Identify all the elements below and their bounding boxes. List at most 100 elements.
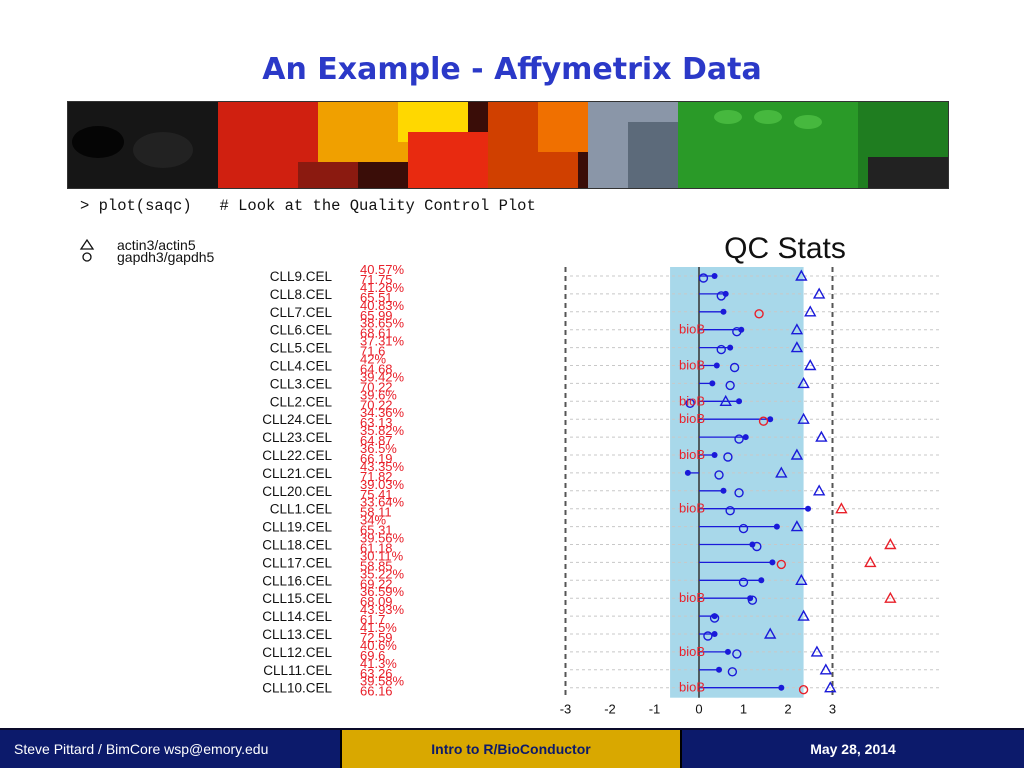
x-tick-label: 3 <box>829 702 836 715</box>
actin-ratio-point <box>795 269 808 281</box>
background-value: 72.59 <box>360 630 393 645</box>
background-value: 58.11 <box>360 505 392 520</box>
sample-label: CLL4.CEL <box>270 359 333 374</box>
slide-title: An Example - Affymetrix Data <box>262 52 762 87</box>
sample-label: CLL6.CEL <box>270 323 333 338</box>
actin-ratio-point <box>797 412 810 424</box>
background-value: 63.26 <box>360 666 393 681</box>
sample-label: CLL19.CEL <box>262 520 332 535</box>
scale-factor-dot <box>778 684 785 691</box>
sample-label: CLL12.CEL <box>262 645 332 660</box>
footer-date: May 28, 2014 <box>682 730 1024 768</box>
biob-flag-label: bioB <box>679 411 705 426</box>
actin-ratio-point <box>790 520 804 532</box>
gapdh-ratio-point <box>716 344 726 355</box>
sample-label: CLL9.CEL <box>270 269 333 284</box>
scale-factor-dot <box>742 434 749 441</box>
lego-banner-image <box>67 101 949 189</box>
x-tick-label: -3 <box>560 702 572 715</box>
gapdh-ratio-point <box>776 559 787 570</box>
present-call-pct: 33.64% <box>360 495 405 510</box>
legend-label: gapdh3/gapdh5 <box>117 249 215 265</box>
background-value: 64.87 <box>360 433 393 448</box>
biob-flag-label: bioB <box>679 447 705 462</box>
present-call-pct: 42% <box>360 352 386 367</box>
gapdh-ratio-point <box>716 291 726 301</box>
scale-factor-dot <box>684 469 691 476</box>
background-value: 70.22 <box>360 379 393 394</box>
actin-ratio-point <box>795 573 808 585</box>
legend-label: actin3/actin5 <box>117 237 196 253</box>
lego-bricks-illustration <box>68 102 948 188</box>
actin-ratio-point <box>810 645 824 657</box>
x-tick-label: 0 <box>695 702 702 715</box>
sample-label: CLL11.CEL <box>263 663 332 678</box>
sample-label: CLL7.CEL <box>270 305 333 320</box>
present-call-pct: 41.3% <box>360 656 397 671</box>
gapdh-ratio-point <box>698 273 709 283</box>
background-value: 65.99 <box>360 308 393 323</box>
present-call-pct: 43.35% <box>360 459 405 474</box>
scale-factor-dot <box>711 273 718 279</box>
present-call-pct: 39.03% <box>360 477 405 492</box>
gapdh-ratio-point <box>714 470 724 480</box>
actin-ratio-point <box>884 538 897 550</box>
background-value: 61.7 <box>360 612 385 627</box>
background-value: 65.31 <box>360 523 393 538</box>
background-value: 71.82 <box>360 469 393 484</box>
sample-label: CLL13.CEL <box>262 627 332 642</box>
background-value: 66.19 <box>360 451 393 466</box>
gapdh-ratio-point <box>738 523 749 534</box>
scale-factor-dot <box>773 523 780 530</box>
background-value: 66.16 <box>360 684 393 699</box>
gapdh-ratio-point <box>729 362 740 373</box>
present-call-pct: 34% <box>360 513 386 528</box>
background-value: 69.6 <box>360 648 385 663</box>
gapdh-ratio-point <box>732 649 742 659</box>
gapdh-ratio-point <box>725 380 735 391</box>
sample-label: CLL17.CEL <box>262 555 332 570</box>
actin-ratio-point <box>884 591 897 603</box>
biob-flag-label: bioB <box>679 644 705 659</box>
biob-flag-label: bioB <box>679 590 705 605</box>
gapdh-ratio-point <box>798 685 809 695</box>
present-call-pct: 43.93% <box>360 602 405 617</box>
actin-ratio-point <box>764 627 777 639</box>
sample-label: CLL16.CEL <box>262 573 332 588</box>
actin-ratio-point <box>835 502 848 514</box>
present-call-pct: 39.56% <box>360 531 405 546</box>
present-call-pct: 38.65% <box>360 316 405 331</box>
x-tick-label: -1 <box>649 702 661 715</box>
actin-ratio-point <box>804 359 817 371</box>
scale-factor-dot <box>727 344 734 351</box>
sample-label: CLL18.CEL <box>262 538 332 553</box>
background-value: 75.41 <box>360 487 393 502</box>
present-call-pct: 30.11% <box>360 548 404 563</box>
actin-ratio-point <box>790 448 804 460</box>
biob-flag-label: bioB <box>679 358 705 373</box>
present-call-pct: 37.31% <box>360 334 405 349</box>
sample-label: CLL10.CEL <box>262 681 332 696</box>
sample-label: CLL8.CEL <box>270 287 333 302</box>
scale-factor-dot <box>711 452 718 458</box>
background-value: 58.85 <box>360 558 393 573</box>
sample-label: CLL21.CEL <box>262 466 332 481</box>
scale-factor-dot <box>736 398 743 405</box>
scale-factor-dot <box>767 416 774 423</box>
biob-flag-label: bioB <box>679 680 705 695</box>
gapdh-ratio-point <box>754 309 764 319</box>
actin-ratio-point <box>812 287 826 299</box>
present-call-pct: 41.26% <box>360 280 405 295</box>
actin-ratio-point <box>790 323 804 335</box>
present-call-pct: 35.82% <box>360 423 405 438</box>
gapdh-ratio-point <box>747 595 758 605</box>
background-value: 63.13 <box>360 415 393 430</box>
actin-ratio-point <box>815 430 828 442</box>
gapdh-ratio-point <box>734 488 744 498</box>
sample-label: CLL22.CEL <box>262 448 332 463</box>
scale-factor-dot <box>769 559 776 566</box>
scale-factor-dot <box>711 631 718 637</box>
gapdh-ratio-point <box>685 398 695 409</box>
background-value: 71.75 <box>360 272 393 287</box>
present-call-pct: 34.36% <box>360 405 405 420</box>
